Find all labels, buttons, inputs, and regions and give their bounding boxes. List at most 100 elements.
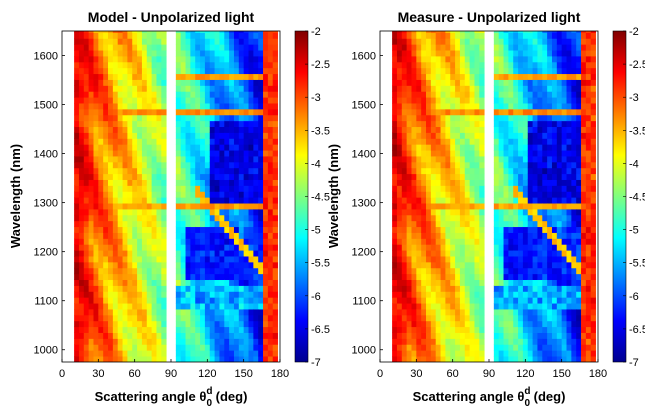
heatmap-cell [98, 297, 104, 304]
heatmap-cell [243, 61, 249, 69]
heatmap-cell [455, 344, 461, 351]
heatmap-cell [258, 85, 264, 92]
heatmap-cell [88, 138, 94, 145]
heatmap-cell [551, 156, 558, 163]
heatmap-cell [503, 44, 509, 51]
heatmap-cell [195, 244, 201, 251]
heatmap-cell [561, 332, 567, 339]
heatmap-cell [74, 114, 80, 122]
heatmap-cell [180, 185, 186, 192]
heatmap-cell [238, 161, 245, 169]
heatmap-cell [103, 103, 109, 110]
heatmap-cell [551, 31, 558, 33]
heatmap-cell [195, 203, 201, 210]
heatmap-cell [493, 138, 500, 145]
heatmap-cell [204, 108, 211, 116]
heatmap-cell [258, 156, 264, 163]
heatmap-cell [122, 344, 128, 351]
heatmap-cell [406, 203, 412, 210]
heatmap-cell [219, 185, 225, 192]
measure-heatmap-panel: Measure - Unpolarized light 0 30 60 90 120 15… [326, 9, 645, 409]
heatmap-cell [108, 314, 114, 322]
heatmap-cell [585, 91, 592, 98]
heatmap-cell [219, 226, 225, 233]
heatmap-cell [508, 238, 514, 245]
heatmap-cell [479, 332, 485, 339]
heatmap-cell [556, 250, 563, 257]
heatmap-cell [180, 67, 186, 75]
heatmap-cell [127, 232, 133, 239]
heatmap-cell [108, 167, 114, 175]
heatmap-cell [122, 350, 128, 357]
heatmap-cell [527, 320, 533, 328]
heatmap-cell [566, 173, 572, 180]
heatmap-cell [112, 173, 119, 180]
heatmap-cell [103, 303, 109, 310]
heatmap-cell [479, 226, 485, 233]
heatmap-cell [93, 309, 99, 316]
heatmap-cell [547, 114, 553, 122]
heatmap-cell [248, 156, 254, 163]
heatmap-cell [440, 120, 446, 128]
heatmap-cell [401, 79, 408, 86]
heatmap-cell [542, 332, 548, 339]
heatmap-cell [518, 50, 524, 57]
heatmap-cell [498, 291, 504, 298]
heatmap-cell [401, 67, 408, 75]
heatmap-cell [576, 38, 582, 45]
heatmap-cell [498, 191, 504, 198]
heatmap-cell [392, 185, 398, 192]
heatmap-cell [406, 67, 412, 75]
heatmap-cell [229, 297, 235, 304]
heatmap-cell [421, 61, 427, 69]
heatmap-cell [151, 326, 157, 333]
heatmap-cell [590, 61, 596, 69]
heatmap-cell [479, 320, 485, 328]
y-axis-label: Wavelength (nm) [8, 144, 23, 248]
y-tick-label: 1200 [352, 247, 376, 259]
heatmap-cell [464, 303, 471, 310]
heatmap-cell [83, 138, 90, 145]
heatmap-cell [204, 185, 211, 192]
heatmap-cell [469, 32, 475, 39]
heatmap-cell [571, 32, 577, 39]
heatmap-cell [103, 179, 109, 186]
heatmap-cell [141, 314, 148, 322]
heatmap-cell [132, 238, 138, 245]
heatmap-cell [581, 85, 587, 92]
heatmap-cell [450, 309, 456, 316]
heatmap-cell [459, 138, 466, 145]
heatmap-cell [430, 91, 437, 98]
heatmap-cell [112, 226, 119, 233]
heatmap-cell [430, 173, 437, 180]
heatmap-cell [156, 326, 162, 333]
heatmap-cell [503, 173, 509, 180]
heatmap-cell [396, 291, 403, 298]
heatmap-cell [243, 56, 249, 63]
heatmap-cell [233, 326, 240, 333]
heatmap-cell [243, 173, 249, 180]
heatmap-cell [83, 67, 90, 75]
heatmap-cell [493, 79, 500, 86]
colorbar-tick-label: -2.5 [629, 59, 645, 71]
heatmap-cell [156, 167, 162, 175]
heatmap-cell [455, 209, 461, 216]
heatmap-cell [209, 167, 215, 175]
heatmap-cell [421, 209, 427, 216]
heatmap-cell [161, 332, 167, 339]
heatmap-cell [190, 338, 196, 345]
heatmap-cell [518, 114, 524, 122]
heatmap-cell [406, 132, 412, 139]
heatmap-cell [493, 114, 500, 122]
heatmap-cell [396, 350, 403, 357]
heatmap-cell [576, 56, 582, 63]
heatmap-cell [146, 79, 153, 86]
heatmap-cell [406, 356, 412, 362]
heatmap-cell [98, 73, 104, 80]
heatmap-cell [416, 338, 422, 345]
heatmap-cell [547, 285, 553, 292]
heatmap-cell [74, 38, 80, 45]
heatmap-cell [556, 344, 563, 351]
heatmap-cell [503, 179, 509, 186]
heatmap-cell [406, 85, 412, 92]
